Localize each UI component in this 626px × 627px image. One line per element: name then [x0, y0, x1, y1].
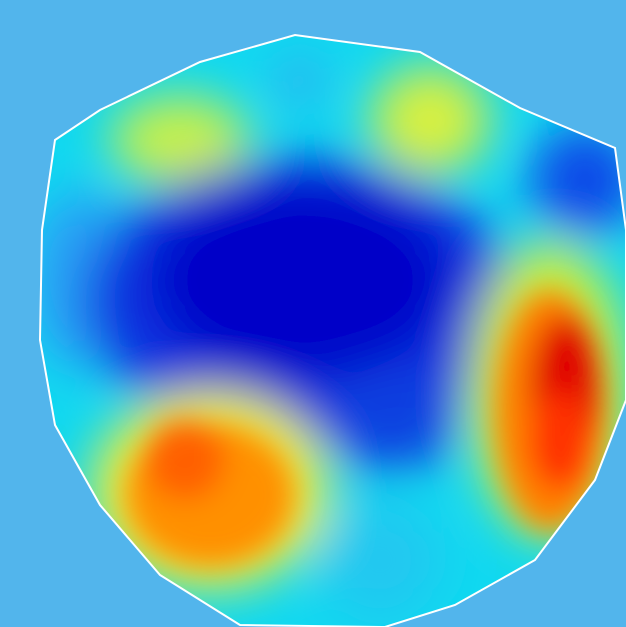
topographic-map [0, 0, 626, 627]
blob [320, 500, 440, 620]
page-body [0, 0, 626, 627]
blob [275, 55, 325, 105]
blob [530, 390, 590, 490]
page: Topographic map {} html, body { margin: … [0, 0, 626, 627]
blob [150, 180, 450, 380]
blob [320, 370, 460, 470]
blob [145, 420, 225, 500]
